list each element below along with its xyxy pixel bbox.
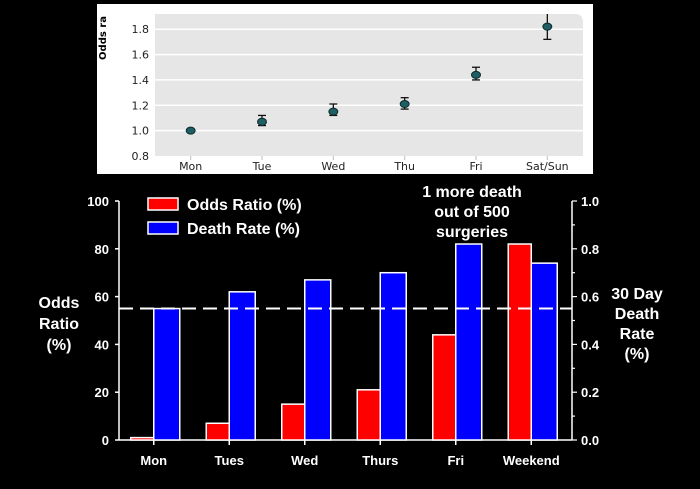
left-tick-label: 20 (95, 385, 109, 400)
y-tick-label: 1.2 (132, 99, 150, 112)
y-tick-label: 1.0 (132, 125, 150, 138)
x-tick-label: Mon (179, 160, 202, 173)
left-tick-label: 40 (95, 337, 109, 352)
top-y-axis-label: Odds ra (98, 16, 109, 60)
bar-odds-ratio (130, 436, 155, 441)
data-point (257, 117, 267, 126)
bar-death-rate (530, 262, 558, 441)
y-tick-label: 1.4 (132, 74, 150, 87)
bar-death-rate (228, 291, 256, 441)
data-point (542, 22, 553, 31)
x-tick-label: Tues (215, 453, 244, 468)
data-point (185, 126, 196, 135)
y-tick-label: 0.8 (132, 150, 150, 163)
annotation-text: out of 500 (434, 204, 510, 221)
legend-label: Odds Ratio (%) (187, 197, 302, 214)
right-axis-label: 30 Day (611, 286, 663, 303)
legend-swatch (147, 221, 179, 235)
bar-death-rate (304, 279, 332, 441)
legend-label: Death Rate (%) (187, 221, 300, 238)
bar-odds-ratio (432, 334, 457, 441)
x-tick-label: Sat/Sun (526, 160, 569, 173)
bar-death-rate (379, 271, 407, 441)
x-tick-label: Tue (252, 160, 272, 173)
bar-odds-ratio (356, 389, 381, 441)
x-tick-label: Weekend (503, 453, 560, 468)
left-tick-label: 80 (95, 242, 109, 257)
x-tick-label: Thurs (362, 453, 398, 468)
odds-ratio-death-rate-bar-chart: 0 20 40 60 80 100 0.0 0.2 0.4 0.6 0.8 1.0 Mon Tues Wed… (39, 184, 663, 468)
left-axis-label: (%) (47, 337, 72, 354)
bar-odds-ratio (205, 422, 230, 441)
x-tick-label: Fri (469, 160, 482, 173)
legend-swatch (147, 197, 179, 211)
x-tick-label: Mon (140, 453, 167, 468)
left-axis-label: Odds (39, 295, 80, 312)
bar-death-rate (153, 307, 181, 441)
y-tick-label: 1.8 (132, 23, 150, 36)
annotation-text: surgeries (436, 224, 508, 241)
right-tick-label: 0.2 (581, 385, 599, 400)
top-chart-panel: Odds ra 0.8 1.0 1.2 1.4 1.6 1.8 Mon Tue Wed Thu Fr… (97, 4, 593, 174)
data-point (328, 107, 339, 116)
left-axis-label: Ratio (39, 316, 79, 333)
right-axis-label: Death (615, 306, 659, 323)
data-point (471, 70, 481, 79)
left-tick-label: 60 (95, 290, 109, 305)
right-tick-label: 0.4 (581, 337, 600, 352)
bar-odds-ratio (507, 243, 532, 441)
left-tick-label: 0 (102, 433, 109, 448)
plot-background (155, 14, 583, 156)
right-axis-label: (%) (625, 346, 650, 363)
y-tick-label: 1.6 (132, 49, 150, 62)
data-point (399, 100, 410, 109)
right-tick-label: 0.8 (581, 242, 599, 257)
x-tick-label: Thu (393, 160, 415, 173)
right-tick-label: 1.0 (581, 194, 599, 209)
right-axis-label: Rate (620, 326, 655, 343)
annotation-text: 1 more death (422, 184, 522, 201)
x-tick-label: Fri (447, 453, 464, 468)
x-tick-label: Wed (321, 160, 345, 173)
right-tick-label: 0.6 (581, 290, 599, 305)
right-tick-label: 0.0 (581, 433, 599, 448)
odds-ratio-dot-chart: Odds ra 0.8 1.0 1.2 1.4 1.6 1.8 Mon Tue Wed Thu Fr… (98, 14, 583, 173)
left-tick-label: 100 (87, 194, 109, 209)
bar-death-rate (455, 243, 483, 441)
x-tick-label: Wed (291, 453, 318, 468)
bar-odds-ratio (281, 403, 306, 441)
